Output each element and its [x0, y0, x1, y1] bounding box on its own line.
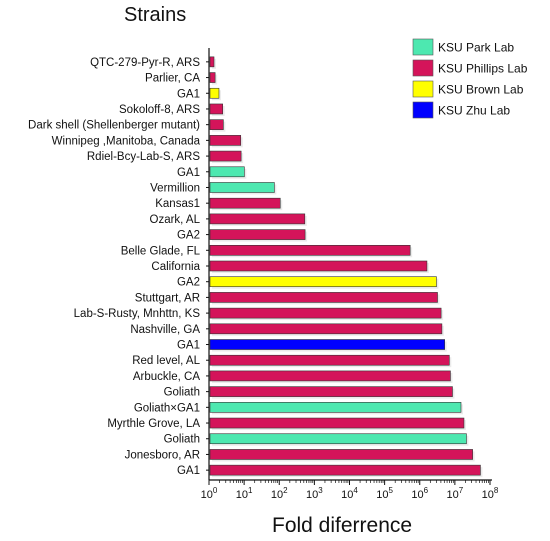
- x-tick-label: 106: [411, 486, 428, 501]
- category-label: GA2: [177, 230, 200, 242]
- category-label: Belle Glade, FL: [121, 245, 201, 257]
- category-label: Myrthle Grove, LA: [107, 418, 200, 430]
- legend-label: KSU Phillips Lab: [438, 62, 528, 76]
- chart-title: Strains: [124, 4, 187, 26]
- legend-label: KSU Park Lab: [438, 41, 514, 55]
- x-tick-label: 100: [201, 486, 218, 501]
- category-label: GA1: [177, 465, 200, 477]
- legend-swatch: [412, 38, 434, 56]
- bar: [209, 119, 224, 130]
- category-label: Winnipeg ,Manitoba, Canada: [52, 135, 201, 147]
- bar: [209, 72, 216, 83]
- category-label: GA1: [177, 167, 200, 179]
- bar: [209, 244, 411, 256]
- bar: [209, 354, 450, 366]
- bar: [209, 386, 453, 397]
- category-label: QTC-279-Pyr-R, ARS: [90, 57, 200, 69]
- category-label: California: [151, 261, 200, 273]
- category-label: Jonesboro, AR: [125, 449, 200, 461]
- bar: [209, 197, 281, 209]
- bar: [209, 402, 462, 413]
- bar: [209, 449, 473, 460]
- category-label: Red level, AL: [132, 355, 200, 367]
- category-label: Rdiel-Bcy-Lab-S, ARS: [87, 151, 200, 163]
- x-tick-label: 103: [306, 486, 323, 501]
- bar: [209, 229, 306, 240]
- legend-swatch: [412, 59, 434, 77]
- bar: [209, 135, 242, 146]
- bar: [209, 339, 445, 350]
- category-label: Goliath: [164, 434, 200, 446]
- x-tick-label: 105: [376, 486, 393, 501]
- category-label: GA2: [177, 277, 200, 289]
- bar: [209, 292, 438, 303]
- bar: [209, 433, 467, 445]
- bar: [209, 417, 465, 429]
- bar: [209, 464, 481, 476]
- x-tick-label: 104: [341, 486, 358, 501]
- x-tick-label: 107: [447, 486, 464, 501]
- legend-swatch: [412, 80, 434, 98]
- category-label: Dark shell (Shellenberger mutant): [28, 120, 200, 132]
- bar: [209, 370, 451, 382]
- bar: [209, 87, 220, 99]
- x-tick-label: 108: [482, 486, 499, 501]
- category-label: Stuttgart, AR: [135, 292, 200, 304]
- bar: [209, 323, 443, 335]
- bar: [209, 56, 215, 68]
- category-label: GA1: [177, 340, 200, 352]
- bar: [209, 213, 306, 225]
- category-label: Nashville, GA: [130, 324, 200, 336]
- bar: [209, 182, 275, 193]
- legend-label: KSU Brown Lab: [438, 83, 524, 97]
- legend-label: KSU Zhu Lab: [438, 104, 510, 118]
- bar: [209, 307, 442, 319]
- category-label: Ozark, AL: [150, 214, 201, 226]
- category-label: Parlier, CA: [145, 73, 200, 85]
- bar: [209, 260, 428, 272]
- category-label: Vermillion: [150, 182, 200, 194]
- bar: [209, 276, 437, 288]
- category-label: Arbuckle, CA: [133, 371, 200, 383]
- x-axis-label: Fold diferrence: [272, 514, 413, 537]
- category-label: Kansas1: [155, 198, 200, 210]
- category-label: Sokoloff-8, ARS: [119, 104, 200, 116]
- x-tick-label: 101: [236, 486, 253, 501]
- category-label: Lab-S-Rusty, Mnhttn, KS: [74, 308, 201, 320]
- bar: [209, 103, 224, 115]
- category-label: Goliath: [164, 387, 200, 399]
- category-label: GA1: [177, 88, 200, 100]
- category-label: Goliath×GA1: [134, 402, 200, 414]
- bar: [209, 166, 245, 178]
- bar: [209, 150, 242, 162]
- legend-swatch: [412, 101, 434, 119]
- x-tick-label: 102: [271, 486, 288, 501]
